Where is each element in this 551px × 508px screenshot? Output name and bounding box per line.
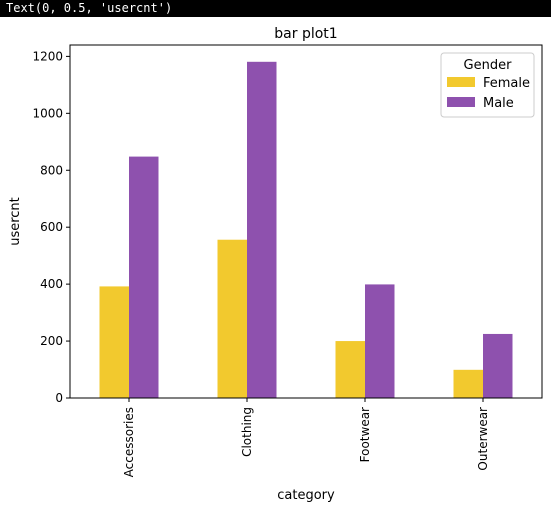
y-tick-label: 400 xyxy=(40,277,63,291)
bar-female-clothing xyxy=(217,239,247,398)
bar-female-footwear xyxy=(335,341,365,398)
bar-female-accessories xyxy=(99,286,129,398)
legend-title: Gender xyxy=(464,58,513,73)
y-axis: 0 200 400 600 800 1000 1200 xyxy=(32,49,70,405)
x-tick-label: Clothing xyxy=(240,407,254,457)
legend-swatch-male xyxy=(447,97,475,107)
x-axis: Accessories Clothing Footwear Outerwear xyxy=(122,398,490,477)
bar-male-clothing xyxy=(247,61,277,399)
chart-title: bar plot1 xyxy=(274,26,337,42)
x-tick-label: Outerwear xyxy=(476,407,490,471)
cell-output-text: Text(0, 0.5, 'usercnt') xyxy=(0,0,551,17)
legend: Gender Female Male xyxy=(440,52,535,118)
bars-group xyxy=(99,61,513,399)
y-tick-label: 1000 xyxy=(32,106,63,120)
y-tick-label: 0 xyxy=(55,391,63,405)
plot-frame xyxy=(69,44,543,399)
y-tick-label: 600 xyxy=(40,220,63,234)
bar-male-footwear xyxy=(365,284,395,398)
bar-male-outerwear xyxy=(483,333,513,398)
x-axis-label: category xyxy=(277,488,335,503)
legend-label-male: Male xyxy=(483,96,514,111)
x-tick-label: Accessories xyxy=(122,407,136,477)
legend-swatch-female xyxy=(447,77,475,87)
y-tick-label: 1200 xyxy=(32,49,63,63)
bar-male-accessories xyxy=(129,156,159,398)
x-tick-label: Footwear xyxy=(358,407,372,462)
y-axis-label: usercnt xyxy=(8,197,23,246)
bar-female-outerwear xyxy=(453,369,483,398)
y-tick-label: 200 xyxy=(40,334,63,348)
y-tick-label: 800 xyxy=(40,163,63,177)
legend-label-female: Female xyxy=(483,76,530,91)
